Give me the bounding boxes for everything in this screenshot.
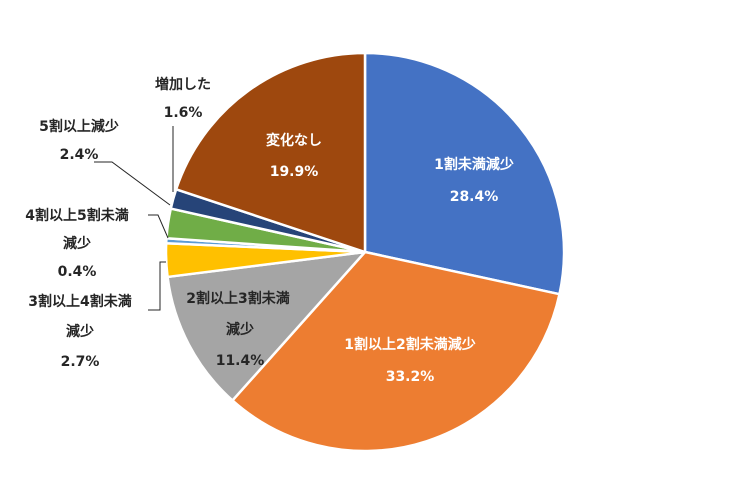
leader-lines [94, 126, 174, 311]
leader-line-3wari [148, 261, 166, 311]
slice-label-henka-nashi: 変化なし [266, 132, 322, 149]
slice-value-2wari-3wari: 11.4% [216, 353, 265, 369]
pie-slices [164, 51, 566, 453]
leader-line-4wari [148, 214, 169, 239]
slice-label-1wari-2wari: 1割以上2割未満減少 [344, 336, 475, 353]
pie-slice-1 [231, 250, 561, 453]
slice-label-2wari-3wari-line1: 2割以上3割未満 [186, 290, 289, 307]
slice-label-5wari-ijou: 5割以上減少 [39, 118, 119, 135]
slice-value-zouka: 1.6% [164, 105, 203, 121]
slice-value-1wari-miman: 28.4% [450, 189, 499, 205]
slice-label-2wari-3wari-line2: 減少 [226, 321, 254, 338]
slice-label-4wari-5wari-line1: 4割以上5割未満 [25, 207, 128, 224]
slice-value-1wari-2wari: 33.2% [386, 369, 435, 385]
slice-label-4wari-5wari-line2: 減少 [63, 235, 91, 252]
pie-slice-2 [166, 250, 367, 402]
slice-label-zouka: 増加した [155, 76, 211, 93]
pie-slice-0 [363, 51, 566, 296]
slice-label-1wari-miman: 1割未満減少 [434, 156, 514, 173]
slice-value-henka-nashi: 19.9% [270, 164, 319, 180]
slice-value-5wari-ijou: 2.4% [60, 147, 99, 163]
pie-slice-7 [174, 51, 367, 254]
slice-value-4wari-5wari: 0.4% [58, 264, 97, 280]
slice-label-3wari-4wari-line2: 減少 [66, 323, 94, 340]
slice-value-3wari-4wari: 2.7% [61, 354, 100, 370]
leader-line-5wari [94, 161, 171, 206]
slice-label-3wari-4wari-line1: 3割以上4割未満 [28, 293, 131, 310]
